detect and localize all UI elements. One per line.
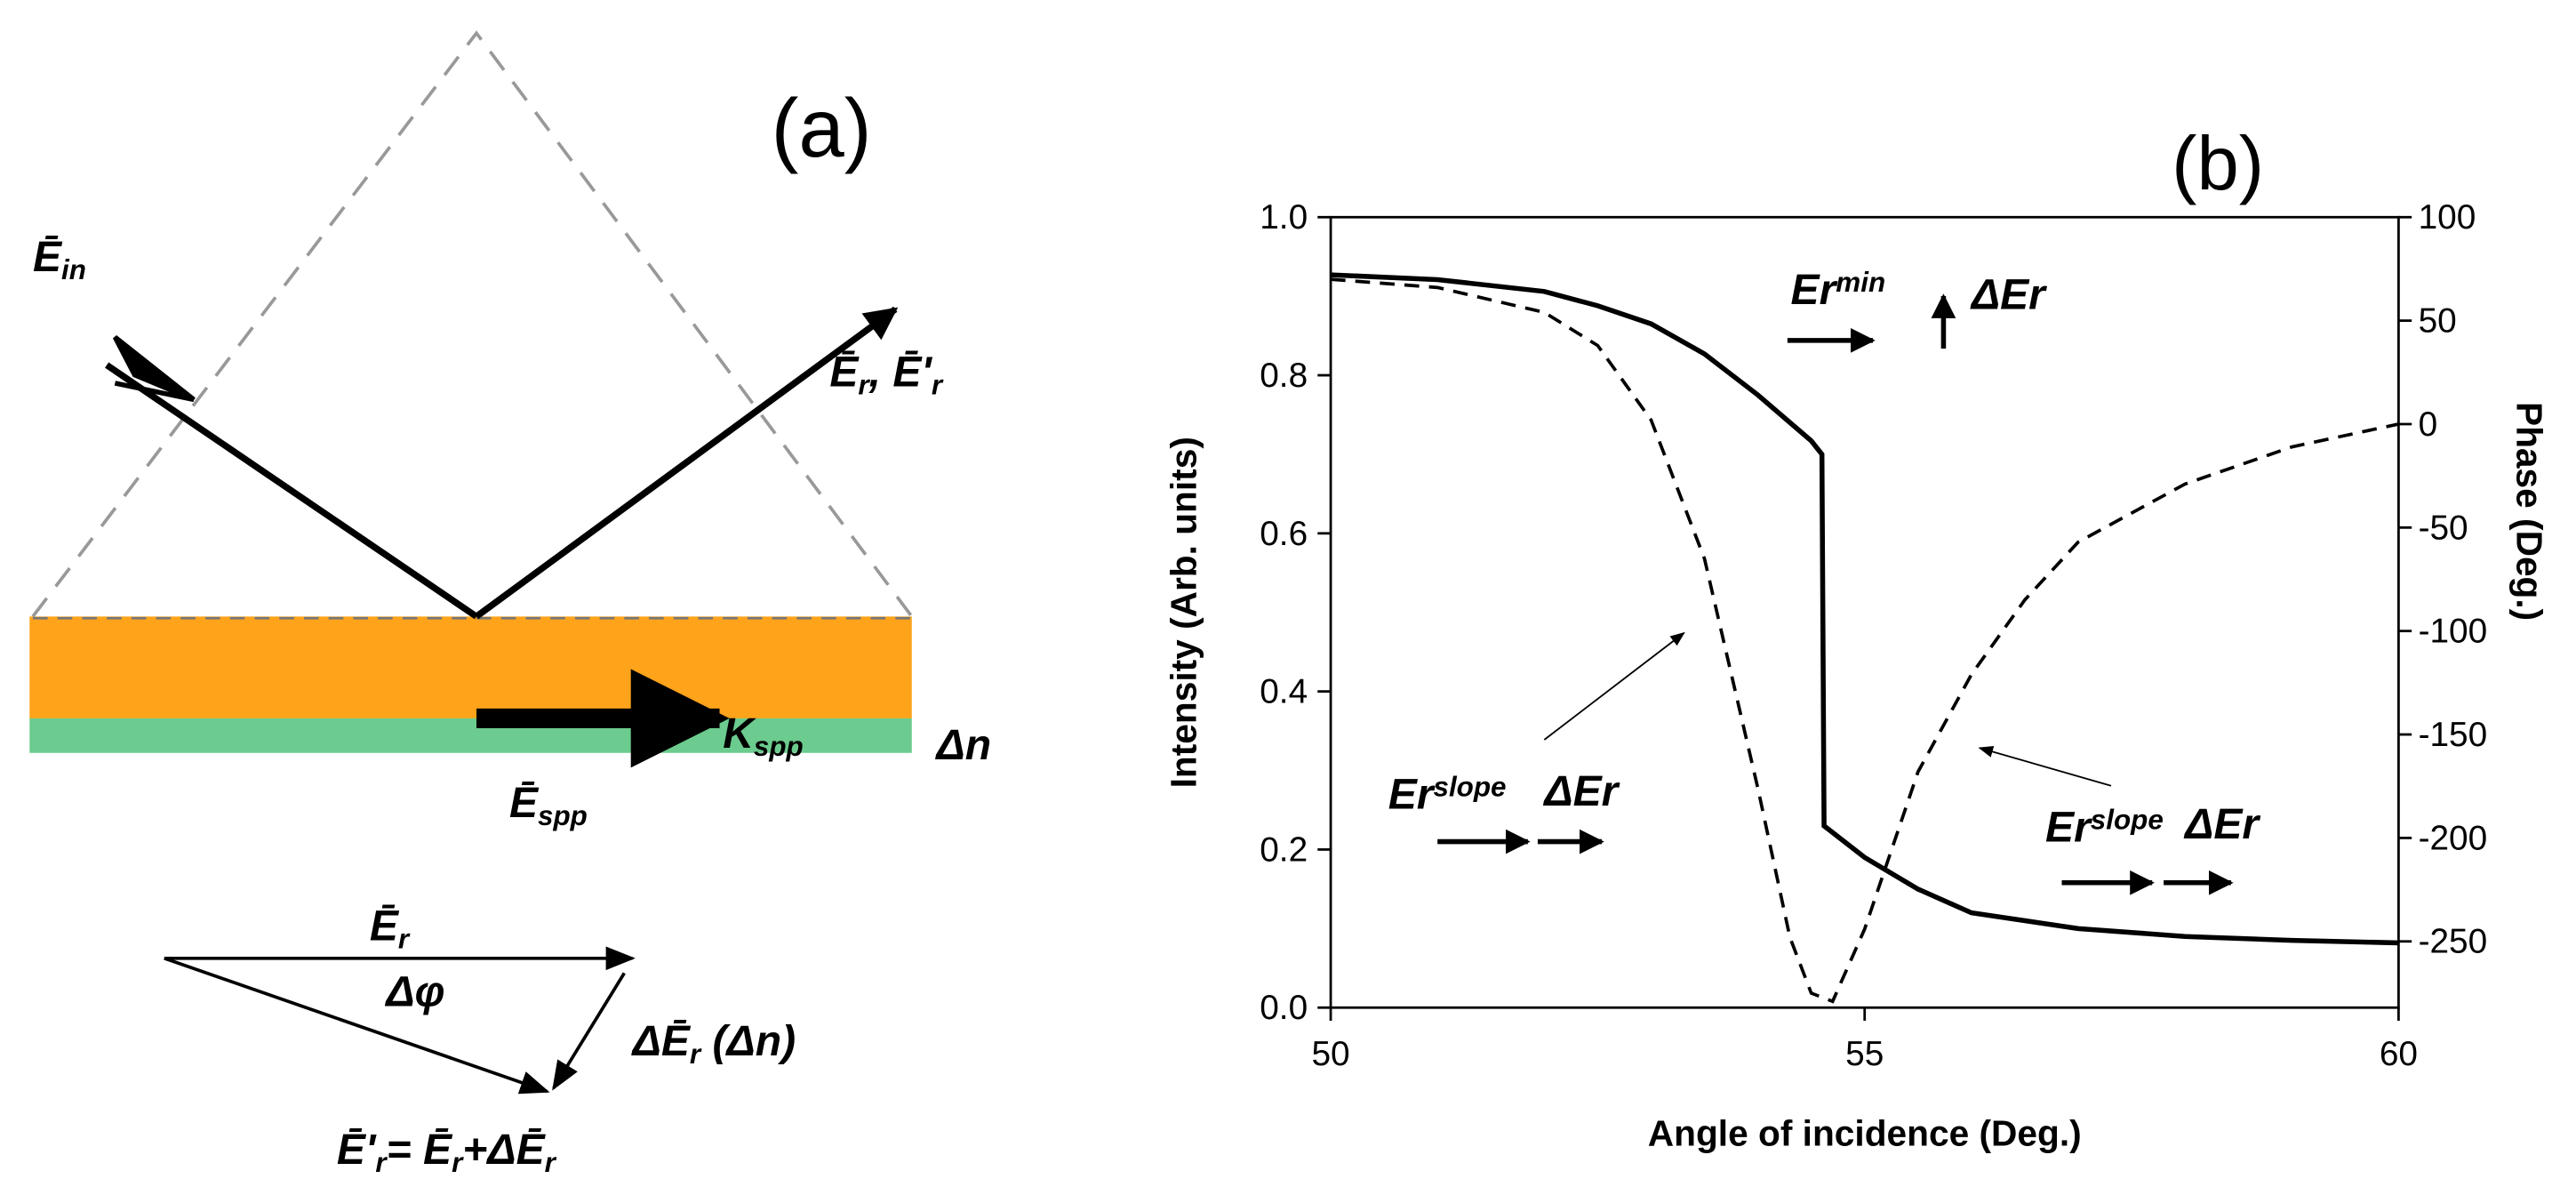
label-text: K (723, 710, 756, 758)
x-tick-label: 55 (1845, 1035, 1884, 1073)
delta-er-vector (552, 972, 626, 1091)
incident-ray (105, 362, 479, 620)
label: Erslope (1388, 772, 1507, 819)
label-text: ΔEr (1542, 768, 1620, 815)
y2-axis-label: Phase (Deg.) (2508, 402, 2549, 621)
data-line (1330, 277, 2399, 1004)
label-text: Er (2045, 805, 2092, 852)
label: ΔEr (1970, 272, 2047, 319)
sub: r (375, 1147, 388, 1178)
panel-b: 50 55 60 0.0 0.2 0.4 0.6 0.8 1.0 100 50 0 -50 -100 -15… (1164, 122, 2550, 1154)
panel-label: (b) (2172, 122, 2264, 206)
panel-label: (a) (772, 82, 872, 174)
sub: spp (754, 732, 804, 763)
y-axis-label: Intensity (Arb. units) (1164, 437, 1204, 788)
y-tick-label: 0.4 (1260, 673, 1308, 711)
label: ΔEr (2183, 801, 2260, 848)
y2-tick-label: -150 (2419, 716, 2488, 754)
label: Δφ (384, 968, 444, 1015)
label-text: Er (1791, 267, 1838, 314)
label-text: Ē (509, 780, 540, 827)
reflected-ray (474, 306, 899, 620)
sub: r (398, 924, 411, 955)
panel-a: (a) (29, 30, 914, 1095)
label: Ēspp (509, 780, 588, 831)
label-text: ΔEr (2183, 801, 2260, 848)
y2-tick-label: 100 (2419, 198, 2476, 237)
label-text: Δn (934, 722, 991, 769)
plot-frame (1329, 215, 2400, 1009)
sub: r (452, 1147, 464, 1178)
label: Δn (934, 722, 991, 769)
y-tick-label: 0.6 (1260, 515, 1308, 553)
sub: in (61, 255, 86, 286)
pointer (1978, 745, 2112, 787)
label: Erslope (2045, 805, 2164, 852)
data-line (1330, 272, 2399, 946)
sub: spp (538, 800, 588, 831)
y2-tick-label: -50 (2419, 509, 2468, 547)
label-text: Δφ (384, 968, 444, 1015)
y-tick-label: 0.8 (1260, 357, 1308, 395)
y2-tick-label: -200 (2419, 819, 2488, 857)
prism (31, 30, 914, 618)
er-prime-vector (164, 957, 550, 1095)
label-text: Er (1388, 772, 1436, 819)
y2-tick-label: -250 (2419, 923, 2488, 961)
sup: min (1836, 267, 1885, 298)
pointer (1543, 631, 1685, 741)
label: Ēr (370, 902, 411, 954)
label-text: = Ē (387, 1127, 453, 1174)
label: Ē'r= Ēr+ΔĒr (337, 1127, 557, 1178)
label-text: Ē (370, 902, 400, 950)
label: Ermin (1791, 267, 1886, 314)
y2-tick-label: -100 (2419, 613, 2488, 651)
y2-tick-label: 50 (2419, 302, 2457, 341)
label-text: Ē' (337, 1127, 377, 1174)
sub: r (858, 370, 870, 401)
x-axis-label: Angle of incidence (Deg.) (1648, 1113, 2082, 1154)
y-tick-label: 1.0 (1260, 198, 1308, 237)
label-text: ΔĒ (631, 1018, 692, 1065)
sup: slope (2091, 805, 2164, 836)
metal-layer (29, 616, 912, 718)
label: ΔEr (1542, 768, 1620, 815)
label: Ēr, Ē'r (829, 349, 943, 401)
label-text: Ē (33, 234, 63, 281)
incident-arrowhead (112, 335, 196, 403)
y-tick-label: 0.0 (1260, 989, 1308, 1027)
label-text: (Δn) (700, 1018, 796, 1065)
y-tick-label: 0.2 (1260, 830, 1308, 869)
sub: r (932, 370, 944, 401)
label-text: Ē (829, 349, 860, 397)
label-text: ΔEr (1970, 272, 2047, 319)
x-tick-label: 50 (1311, 1035, 1349, 1073)
sensing-layer (29, 718, 912, 753)
label-text: , Ē' (868, 349, 933, 397)
label-text: +ΔĒ (462, 1127, 546, 1174)
y2-tick-label: 0 (2419, 405, 2438, 444)
label: ΔĒr (Δn) (631, 1018, 796, 1070)
sub: r (690, 1039, 702, 1070)
sub: r (545, 1147, 557, 1178)
label: Ēin (33, 234, 86, 285)
sup: slope (1433, 772, 1506, 803)
label: Kspp (723, 710, 804, 762)
x-tick-label: 60 (2380, 1035, 2418, 1073)
